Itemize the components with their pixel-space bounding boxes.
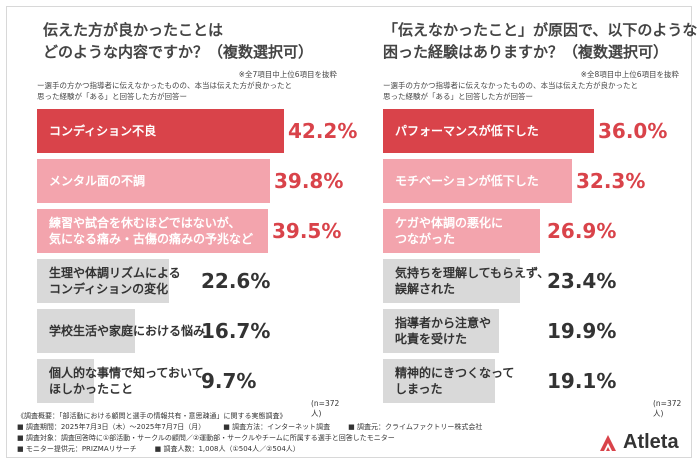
left-bar-1 <box>37 109 284 153</box>
right-bar-label-4-line-1: 気持ちを理解してもらえず、 <box>395 266 550 280</box>
left-title: 伝えた方が良かったことは どのような内容ですか？（複数選択可） <box>43 19 343 63</box>
right-bar-label-6: 精神的にきつくなって しまった <box>395 359 514 403</box>
footer-line1: 《調査概要：「部活動における顧問と選手の情報共有・意思疎通」に関する実態調査》 <box>17 412 287 420</box>
right-bar-value-6: 19.1% <box>547 369 617 393</box>
right-bar-5 <box>383 309 499 353</box>
right-bar-label-1: パフォーマンスが低下した <box>395 109 539 153</box>
left-subtitle-line1: ー選手の方かつ指導者に伝えなかったものの、本当は伝えた方が良かったと <box>37 81 292 90</box>
left-bar-label-3-line-1: 練習や試合を休むほどではないが、 <box>49 216 241 230</box>
right-bar-value-5: 19.9% <box>547 319 617 343</box>
right-bar-row-2: モチベーションが低下した 32.3% <box>383 159 683 203</box>
right-bar-value-3: 26.9% <box>547 219 617 243</box>
left-bar-value-3: 39.5% <box>272 219 342 243</box>
atleta-logo-icon <box>600 434 616 451</box>
right-bar-value-1: 36.0% <box>598 119 668 143</box>
right-bar-2 <box>383 159 572 203</box>
right-bar-chart: パフォーマンスが低下した 36.0% モチベーションが低下した 32.3% ケガや体調の… <box>383 109 683 409</box>
footer-line3: ■ 調査対象：調査回答時に①部活動・サークルの顧問／②運動部・サークルやチームに… <box>17 434 395 442</box>
left-bar-label-5-line-1: 学校生活や家庭における悩み <box>49 324 206 338</box>
right-bar-row-5: 指導者から注意や 叱責を受けた 19.9% <box>383 309 683 353</box>
right-bar-value-2: 32.3% <box>576 169 646 193</box>
left-bar-value-4: 22.6% <box>201 269 271 293</box>
left-bar-row-6: 個人的な事情で知っておいて ほしかったこと 9.7% <box>37 359 337 403</box>
left-bar-label-3: 練習や試合を休むほどではないが、 気になる痛み・古傷の痛みの予兆など <box>49 209 253 253</box>
left-bar-label-2-line-1: メンタル面の不調 <box>49 174 146 188</box>
left-bar-6 <box>37 359 94 403</box>
right-bar-label-5: 指導者から注意や 叱責を受けた <box>395 309 491 353</box>
right-subtitle: ー選手の方かつ指導者に伝えなかったものの、本当は伝えた方が良かったと 思った経験… <box>383 80 683 102</box>
left-bar-row-3: 練習や試合を休むほどではないが、 気になる痛み・古傷の痛みの予兆など 39.5% <box>37 209 341 253</box>
left-sample-size: (n=372人) <box>311 399 340 418</box>
left-bar-label-2: メンタル面の不調 <box>49 159 145 203</box>
right-bar-value-4: 23.4% <box>547 269 617 293</box>
left-bar-value-6: 9.7% <box>201 369 257 393</box>
left-bar-label-5: 学校生活や家庭における悩み <box>49 309 205 353</box>
right-bar-6 <box>383 359 495 403</box>
left-note: ※全7項目中上位6項目を抜粋 <box>238 70 337 79</box>
right-note: ※全8項目中上位6項目を抜粋 <box>580 70 679 79</box>
left-bar-label-4: 生理や体調リズムによる コンディションの変化 <box>49 259 181 303</box>
right-bar-row-1: パフォーマンスが低下した 36.0% <box>383 109 683 153</box>
atleta-logo: Atleta <box>597 431 679 454</box>
right-subtitle-line1: ー選手の方かつ指導者に伝えなかったものの、本当は伝えた方が良かったと <box>383 81 638 90</box>
right-bar-label-2: モチベーションが低下した <box>395 159 539 203</box>
left-bar-value-1: 42.2% <box>288 119 358 143</box>
right-sample-size: (n=372人) <box>653 399 682 418</box>
right-bar-label-2-line-1: モチベーションが低下した <box>395 174 539 188</box>
right-title-line1: 「伝えなかったこと」が原因で、以下のような <box>383 21 698 39</box>
footer-period: ■ 調査期間：2025年7月3日（木）〜2025年7月7日（月） <box>17 423 206 431</box>
footer-count: ■ 調査人数：1,008人（①504人／②504人） <box>154 445 300 453</box>
right-bar-row-4: 気持ちを理解してもらえず、 誤解された 23.4% <box>383 259 683 303</box>
right-title-line2: 困った経験はありますか？（複数選択可） <box>383 43 669 61</box>
right-bar-3 <box>383 209 540 253</box>
right-bar-label-4: 気持ちを理解してもらえず、 誤解された <box>395 259 549 303</box>
left-bar-row-4: 生理や体調リズムによる コンディションの変化 22.6% <box>37 259 337 303</box>
right-bar-label-3: ケガや体調の悪化に つながった <box>395 209 503 253</box>
left-title-line2: どのような内容ですか？（複数選択可） <box>43 43 314 61</box>
left-bar-label-6-line-2: ほしかったこと <box>49 382 134 396</box>
left-bar-label-4-line-1: 生理や体調リズムによる <box>49 266 181 280</box>
footer-line4: ■ モニター提供元：PRIZMAリサーチ ■ 調査人数：1,008人（①504人／… <box>17 444 577 455</box>
left-bar-row-2: メンタル面の不調 39.8% <box>37 159 343 203</box>
right-bar-label-4-line-2: 誤解された <box>395 282 456 296</box>
left-bar-label-3-line-2: 気になる痛み・古傷の痛みの予兆など <box>49 232 254 246</box>
left-bar-value-5: 16.7% <box>201 319 271 343</box>
right-bar-label-6-line-2: しまった <box>395 382 443 396</box>
right-subtitle-line2: 思った経験が「ある」と回答した方が回答ー <box>383 92 533 101</box>
left-bar-3 <box>37 209 268 253</box>
left-bar-2 <box>37 159 270 203</box>
left-subtitle: ー選手の方かつ指導者に伝えなかったものの、本当は伝えた方が良かったと 思った経験… <box>37 80 337 102</box>
right-bar-label-3-line-1: ケガや体調の悪化に <box>395 216 504 230</box>
left-bar-label-6-line-1: 個人的な事情で知っておいて <box>49 366 204 380</box>
left-bar-value-2: 39.8% <box>274 169 344 193</box>
infographic-frame: 伝えた方が良かったことは どのような内容ですか？（複数選択可） ※全7項目中上位… <box>6 6 697 458</box>
atleta-logo-text: Atleta <box>623 431 679 453</box>
right-bar-label-6-line-1: 精神的にきつくなって <box>395 366 515 380</box>
right-bar-label-1-line-1: パフォーマンスが低下した <box>395 124 539 138</box>
left-bar-row-5: 学校生活や家庭における悩み 16.7% <box>37 309 337 353</box>
left-bar-chart: コンディション不良 42.2% メンタル面の不調 39.8% 練習や試合を休むほどではな… <box>37 109 357 409</box>
footer-line2: ■ 調査期間：2025年7月3日（木）〜2025年7月7日（月） ■ 調査方法：イ… <box>17 422 577 433</box>
right-bar-row-6: 精神的にきつくなって しまった 19.1% <box>383 359 683 403</box>
right-title: 「伝えなかったこと」が原因で、以下のような 困った経験はありますか？（複数選択可… <box>383 19 700 63</box>
footer-source: ■ 調査元：クライムファクトリー株式会社 <box>348 423 483 431</box>
right-bar-4 <box>383 259 520 303</box>
left-subtitle-line2: 思った経験が「ある」と回答した方が回答ー <box>37 92 187 101</box>
right-bar-1 <box>383 109 594 153</box>
left-bar-5 <box>37 309 135 353</box>
left-title-line1: 伝えた方が良かったことは <box>43 21 224 39</box>
left-bar-label-1: コンディション不良 <box>49 109 156 153</box>
footer-method: ■ 調査方法：インターネット調査 <box>223 423 331 431</box>
right-bar-label-3-line-2: つながった <box>395 232 456 246</box>
left-bar-label-4-line-2: コンディションの変化 <box>49 282 169 296</box>
left-bar-4 <box>37 259 169 303</box>
left-bar-row-1: コンディション不良 42.2% <box>37 109 357 153</box>
footer-provider: ■ モニター提供元：PRIZMAリサーチ <box>17 445 137 453</box>
right-bar-row-3: ケガや体調の悪化に つながった 26.9% <box>383 209 683 253</box>
right-bar-label-5-line-1: 指導者から注意や <box>395 316 492 330</box>
left-bar-label-6: 個人的な事情で知っておいて ほしかったこと <box>49 359 204 403</box>
right-bar-label-5-line-2: 叱責を受けた <box>395 332 468 346</box>
left-bar-label-1-line-1: コンディション不良 <box>49 124 157 138</box>
survey-footer: 《調査概要：「部活動における顧問と選手の情報共有・意思疎通」に関する実態調査》 … <box>17 411 577 455</box>
